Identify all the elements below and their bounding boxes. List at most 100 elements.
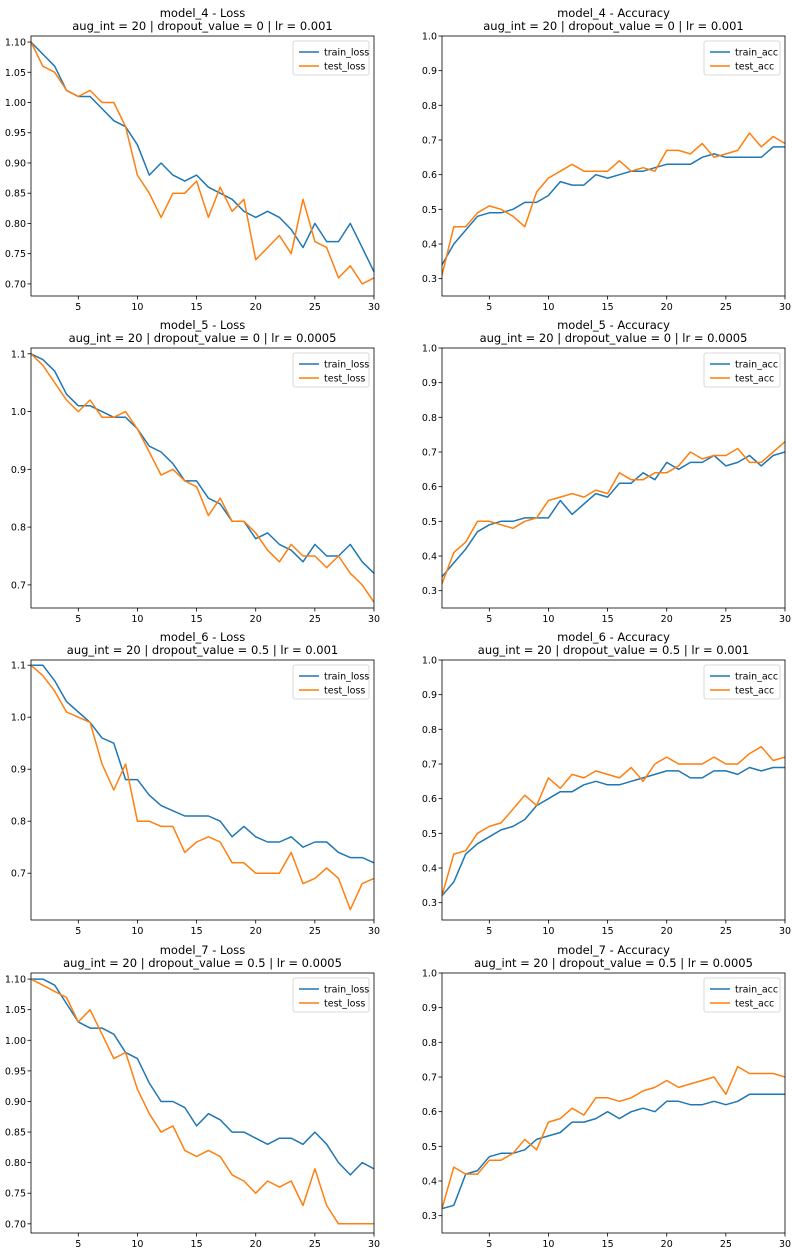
- y-tick-label: 1.0: [422, 344, 437, 355]
- test-loss-line: [31, 978, 374, 1225]
- x-tick-label: 5: [486, 1239, 492, 1250]
- y-tick-label: 0.95: [5, 1066, 26, 1077]
- y-tick-label: 0.3: [422, 586, 437, 597]
- legend: train_loss test_loss: [292, 352, 370, 388]
- y-tick-label: 0.80: [5, 219, 26, 230]
- y-tick-label: 0.7: [422, 1073, 437, 1084]
- x-tick-label: 30: [779, 614, 791, 625]
- y-tick-label: 1.00: [5, 1036, 26, 1047]
- chart-subtitle: aug_int = 20 | dropout_value = 0.5 | lr …: [67, 643, 338, 657]
- y-tick-label: 1.0: [422, 32, 437, 43]
- chart-title: model_7 - Loss: [160, 943, 246, 957]
- legend: train_loss test_loss: [292, 664, 370, 700]
- x-tick-label: 15: [191, 926, 203, 937]
- legend-label-test-acc: test_acc: [735, 686, 774, 697]
- x-tick-label: 30: [368, 614, 380, 625]
- chart-title: model_5 - Loss: [160, 318, 246, 332]
- legend-label-test-loss: test_loss: [324, 374, 365, 385]
- y-tick-label: 0.4: [422, 552, 437, 563]
- x-tick-label: 5: [75, 1239, 81, 1250]
- train-loss-line: [31, 664, 374, 864]
- legend: train_acc test_acc: [703, 352, 781, 388]
- x-tick-label: 20: [250, 926, 262, 937]
- y-tick-label: 0.6: [422, 1107, 437, 1118]
- train-acc-line: [442, 146, 785, 266]
- legend-label-train-acc: train_acc: [735, 360, 778, 371]
- test-loss-line: [31, 41, 374, 285]
- x-tick-label: 10: [131, 926, 143, 937]
- legend: train_acc test_acc: [703, 977, 781, 1013]
- x-tick-label: 10: [542, 302, 554, 313]
- x-tick-label: 15: [602, 926, 614, 937]
- x-tick-label: 10: [131, 614, 143, 625]
- test-acc-line: [442, 1065, 785, 1209]
- chart-subtitle: aug_int = 20 | dropout_value = 0 | lr = …: [72, 19, 333, 33]
- y-tick-label: 1.10: [5, 38, 26, 49]
- y-tick-label: 0.75: [5, 249, 26, 260]
- y-tick-label: 0.90: [5, 158, 26, 169]
- y-tick-label: 1.0: [422, 969, 437, 980]
- axes-frame: [30, 347, 375, 609]
- axes-frame: [441, 659, 786, 921]
- y-tick-label: 0.8: [422, 1038, 437, 1049]
- y-tick-label: 0.85: [5, 1128, 26, 1139]
- chart-title: model_6 - Loss: [160, 630, 246, 644]
- x-tick-label: 25: [309, 1239, 321, 1250]
- legend: train_loss test_loss: [292, 977, 370, 1013]
- y-tick-label: 0.7: [422, 760, 437, 771]
- y-tick-label: 0.85: [5, 189, 26, 200]
- x-tick-label: 30: [779, 926, 791, 937]
- axes-frame: [30, 972, 375, 1234]
- y-tick-label: 0.75: [5, 1189, 26, 1200]
- y-tick-label: 0.70: [5, 279, 26, 290]
- y-tick-label: 0.5: [422, 517, 437, 528]
- y-tick-label: 1.05: [5, 1005, 26, 1016]
- x-tick-label: 15: [191, 302, 203, 313]
- x-tick-label: 15: [602, 614, 614, 625]
- y-tick-label: 1.10: [5, 975, 26, 986]
- x-tick-label: 30: [368, 926, 380, 937]
- y-tick-label: 0.7: [422, 136, 437, 147]
- train-acc-line: [442, 451, 785, 578]
- legend-label-train-loss: train_loss: [324, 360, 369, 371]
- y-tick-label: 0.8: [422, 725, 437, 736]
- y-tick-label: 0.9: [11, 465, 26, 476]
- x-tick-label: 30: [779, 1239, 791, 1250]
- x-tick-label: 10: [542, 926, 554, 937]
- y-tick-label: 0.4: [422, 864, 437, 875]
- legend-label-test-acc: test_acc: [735, 999, 774, 1010]
- test-loss-line: [31, 664, 374, 911]
- x-tick-label: 20: [661, 614, 673, 625]
- y-tick-label: 0.5: [422, 205, 437, 216]
- y-tick-label: 0.70: [5, 1219, 26, 1230]
- y-tick-label: 0.9: [422, 66, 437, 77]
- axes-frame: [441, 347, 786, 609]
- legend: train_loss test_loss: [292, 40, 370, 76]
- x-tick-label: 20: [250, 302, 262, 313]
- chart-subtitle: aug_int = 20 | dropout_value = 0.5 | lr …: [474, 956, 753, 970]
- y-tick-label: 0.8: [422, 101, 437, 112]
- x-tick-label: 15: [191, 614, 203, 625]
- legend-label-train-acc: train_acc: [735, 985, 778, 996]
- x-tick-label: 25: [309, 302, 321, 313]
- y-tick-label: 1.1: [11, 661, 26, 672]
- chart-title: model_7 - Accuracy: [557, 943, 670, 957]
- y-tick-label: 0.3: [422, 274, 437, 285]
- test-loss-line: [31, 353, 374, 603]
- x-tick-label: 30: [368, 1239, 380, 1250]
- x-tick-label: 25: [309, 926, 321, 937]
- y-tick-label: 0.6: [422, 482, 437, 493]
- x-tick-label: 25: [720, 926, 732, 937]
- y-tick-label: 0.8: [11, 523, 26, 534]
- y-tick-label: 0.5: [422, 1142, 437, 1153]
- axes-frame: [30, 35, 375, 297]
- x-tick-label: 25: [720, 1239, 732, 1250]
- chart-title: model_4 - Accuracy: [557, 6, 670, 20]
- y-tick-label: 1.1: [11, 349, 26, 360]
- train-acc-line: [442, 1093, 785, 1210]
- y-tick-label: 0.90: [5, 1097, 26, 1108]
